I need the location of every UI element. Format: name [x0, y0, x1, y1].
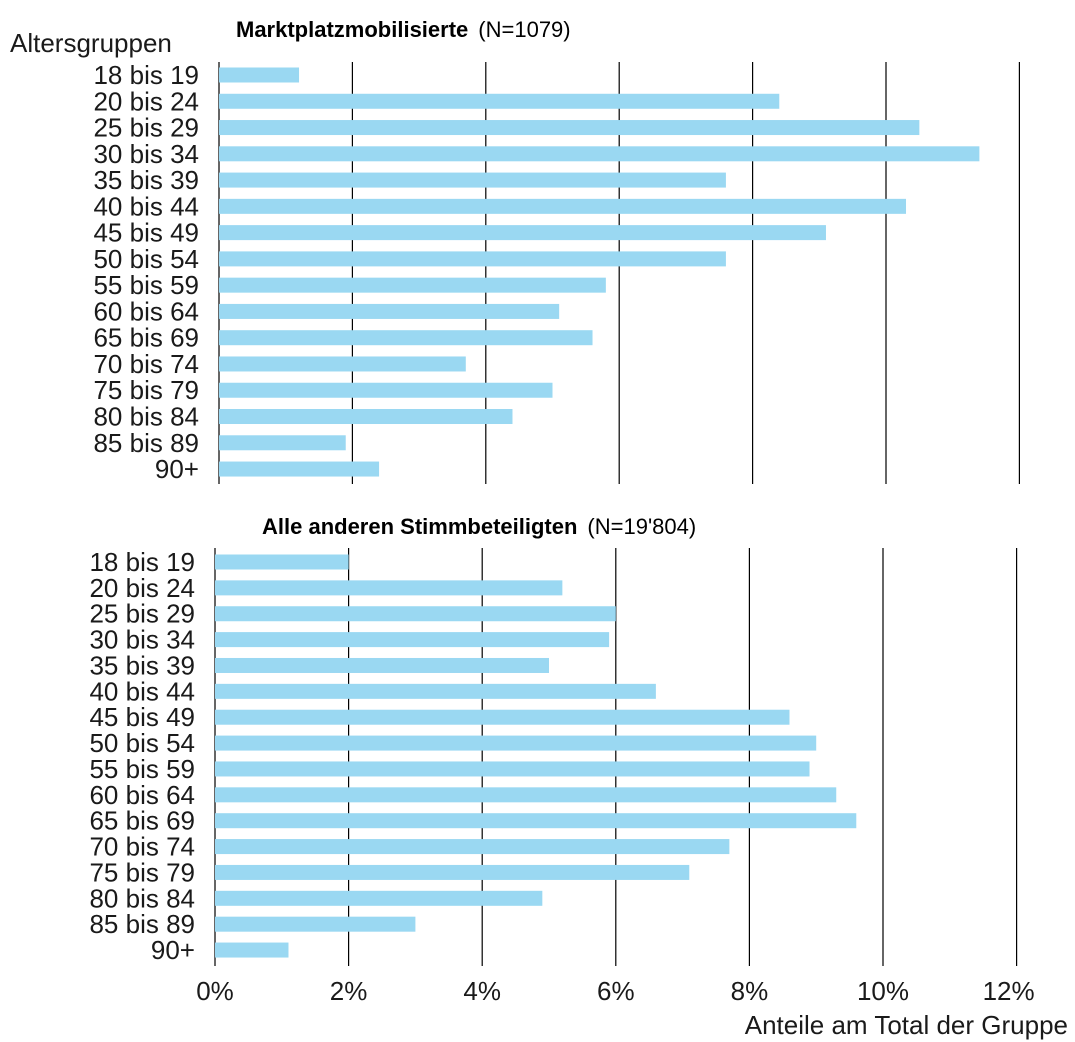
category-label: 50 bis 54: [93, 244, 199, 274]
y-axis-label: Altersgruppen: [10, 28, 172, 58]
category-label: 40 bis 44: [89, 676, 195, 706]
category-label: 30 bis 34: [89, 625, 195, 655]
x-tick-label: 6%: [597, 976, 635, 1006]
category-label: 60 bis 64: [93, 296, 199, 326]
chart-title-bottom: Alle anderen Stimmbeteiligten (N=19'804): [262, 514, 696, 539]
category-label: 30 bis 34: [93, 139, 199, 169]
x-axis-ticks: 0% 2% 4% 6% 8% 10% 12%: [196, 976, 1034, 1006]
x-tick-label: 2%: [330, 976, 368, 1006]
bar-85-bis-89: [219, 435, 346, 451]
bar-65-bis-69: [215, 813, 857, 829]
category-label: 35 bis 39: [89, 650, 195, 680]
bar-20-bis-24: [215, 580, 563, 596]
bar-35-bis-39: [219, 172, 726, 188]
category-label: 60 bis 64: [89, 780, 195, 810]
bar-60-bis-64: [215, 787, 837, 803]
bar-60-bis-64: [219, 303, 560, 319]
category-label: 90+: [155, 454, 199, 484]
category-label: 55 bis 59: [89, 754, 195, 784]
bar-25-bis-29: [215, 606, 616, 622]
category-label: 90+: [151, 935, 195, 965]
category-label: 80 bis 84: [89, 883, 195, 913]
category-label: 35 bis 39: [93, 165, 199, 195]
category-label: 18 bis 19: [93, 60, 199, 90]
bar-18-bis-19: [219, 67, 300, 83]
bar-50-bis-54: [215, 735, 817, 751]
bar-85-bis-89: [215, 916, 416, 932]
category-label: 75 bis 79: [93, 375, 199, 405]
x-tick-label: 0%: [196, 976, 234, 1006]
x-tick-label: 8%: [731, 976, 769, 1006]
bar-30-bis-34: [219, 146, 980, 162]
bar-45-bis-49: [219, 225, 826, 241]
category-label: 25 bis 29: [89, 599, 195, 629]
category-label: 25 bis 29: [93, 113, 199, 143]
category-label: 20 bis 24: [93, 86, 199, 116]
category-label: 45 bis 49: [93, 218, 199, 248]
category-label: 40 bis 44: [93, 191, 199, 221]
bar-30-bis-34: [215, 632, 610, 648]
category-label: 45 bis 49: [89, 702, 195, 732]
category-label: 70 bis 74: [93, 349, 199, 379]
bar-70-bis-74: [215, 839, 730, 855]
category-label: 50 bis 54: [89, 728, 195, 758]
bar-40-bis-44: [219, 198, 907, 214]
category-label: 18 bis 19: [89, 547, 195, 577]
bar-80-bis-84: [219, 409, 513, 425]
category-label: 85 bis 89: [89, 909, 195, 939]
category-label: 20 bis 24: [89, 573, 195, 603]
x-tick-label: 12%: [983, 976, 1035, 1006]
bar-70-bis-74: [219, 356, 466, 372]
x-axis-title: Anteile am Total der Gruppe: [745, 1010, 1068, 1040]
bar-25-bis-29: [219, 120, 920, 136]
bar-90plus: [215, 942, 289, 958]
chart-title-top: Marktplatzmobilisierte (N=1079): [236, 17, 571, 42]
bar-90plus: [219, 461, 380, 477]
bar-55-bis-59: [215, 761, 810, 777]
category-label: 55 bis 59: [93, 270, 199, 300]
category-label: 65 bis 69: [93, 323, 199, 353]
bar-50-bis-54: [219, 251, 726, 267]
category-label: 85 bis 89: [93, 428, 199, 458]
bar-40-bis-44: [215, 683, 656, 699]
category-label: 75 bis 79: [89, 857, 195, 887]
bar-65-bis-69: [219, 330, 593, 346]
category-label: 80 bis 84: [93, 402, 199, 432]
bar-80-bis-84: [215, 890, 543, 906]
bar-20-bis-24: [219, 93, 780, 109]
bar-35-bis-39: [215, 657, 549, 673]
category-label: 65 bis 69: [89, 806, 195, 836]
category-label: 70 bis 74: [89, 832, 195, 862]
bar-75-bis-79: [215, 864, 690, 880]
bar-75-bis-79: [219, 382, 553, 398]
bar-45-bis-49: [215, 709, 790, 725]
x-tick-label: 10%: [857, 976, 909, 1006]
x-tick-label: 4%: [463, 976, 501, 1006]
bar-55-bis-59: [219, 277, 606, 293]
bar-18-bis-19: [215, 554, 349, 570]
